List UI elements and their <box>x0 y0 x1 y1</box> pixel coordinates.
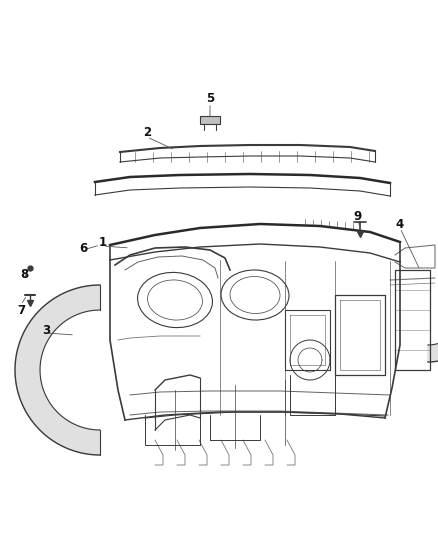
Text: 5: 5 <box>206 93 214 106</box>
FancyBboxPatch shape <box>200 116 220 124</box>
Text: 7: 7 <box>17 303 25 317</box>
Text: 2: 2 <box>143 126 151 140</box>
Text: 9: 9 <box>354 211 362 223</box>
Text: 6: 6 <box>79 241 87 254</box>
Polygon shape <box>428 268 438 362</box>
Text: 3: 3 <box>42 324 50 336</box>
Text: 1: 1 <box>99 236 107 248</box>
Polygon shape <box>15 285 100 455</box>
Text: 8: 8 <box>20 269 28 281</box>
Text: 4: 4 <box>396 219 404 231</box>
